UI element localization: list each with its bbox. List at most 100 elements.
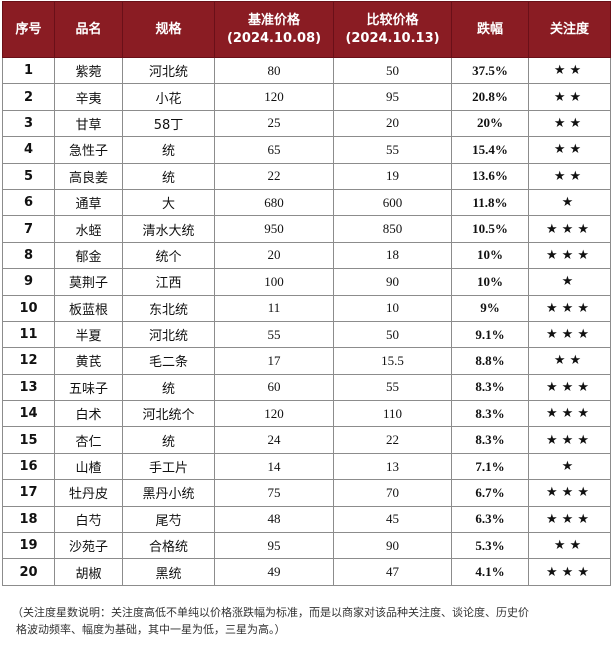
cell-drop: 11.8% xyxy=(451,188,529,217)
star-icon: ★ xyxy=(546,485,562,501)
cell-spec: 统 xyxy=(122,373,215,402)
star-icon: ★ xyxy=(561,485,578,501)
cell-compare-price: 90 xyxy=(333,532,452,560)
cell-no: 20 xyxy=(2,558,55,586)
cell-no: 1 xyxy=(2,56,55,85)
attention-note: （关注度星数说明：关注度高低不单纯以价格涨跌幅为标准，而是以商家对该品种关注度、… xyxy=(12,604,604,638)
cell-name: 半夏 xyxy=(54,320,123,349)
cell-base-price: 11 xyxy=(214,294,334,322)
star-icon: ★ xyxy=(553,89,570,105)
cell-attention: ★★★ xyxy=(528,320,611,349)
star-icon: ★ xyxy=(577,379,593,395)
note-line-2: 格波动频率、幅度为基础，其中一星为低，三星为高。） xyxy=(16,623,286,636)
cell-base-price: 80 xyxy=(214,56,334,85)
cell-drop: 8.8% xyxy=(451,347,529,375)
star-icon: ★ xyxy=(569,142,586,158)
cell-name: 板蓝根 xyxy=(54,294,123,322)
table-row: 8 郁金 统个 20 18 10% ★★★ xyxy=(2,241,611,270)
header-name: 品名 xyxy=(54,1,123,58)
cell-spec: 河北统 xyxy=(122,320,215,349)
cell-name: 白芍 xyxy=(54,505,123,534)
star-icon: ★ xyxy=(569,168,586,184)
cell-base-price: 60 xyxy=(214,373,334,402)
star-icon: ★ xyxy=(561,564,578,580)
cell-base-price: 120 xyxy=(214,400,334,428)
cell-no: 8 xyxy=(2,241,55,270)
cell-compare-price: 95 xyxy=(333,83,452,111)
cell-drop: 8.3% xyxy=(451,400,529,428)
cell-base-price: 680 xyxy=(214,188,334,217)
cell-name: 急性子 xyxy=(54,136,123,164)
cell-name: 沙苑子 xyxy=(54,532,123,560)
cell-drop: 10% xyxy=(451,241,529,270)
cell-compare-price: 15.5 xyxy=(333,347,452,375)
star-icon: ★ xyxy=(561,221,578,237)
cell-drop: 6.3% xyxy=(451,505,529,534)
star-icon: ★ xyxy=(561,511,578,527)
star-icon: ★ xyxy=(569,89,586,105)
cell-compare-price: 600 xyxy=(333,188,452,217)
cell-compare-price: 47 xyxy=(333,558,452,586)
star-icon: ★ xyxy=(577,406,593,422)
cell-compare-price: 10 xyxy=(333,294,452,322)
cell-name: 杏仁 xyxy=(54,426,123,454)
cell-spec: 东北统 xyxy=(122,294,215,322)
cell-drop: 9.1% xyxy=(451,320,529,349)
cell-base-price: 950 xyxy=(214,215,334,243)
star-icon: ★ xyxy=(553,538,570,554)
header-base-date: (2024.10.08) xyxy=(226,30,322,46)
star-icon: ★ xyxy=(553,168,570,184)
cell-base-price: 55 xyxy=(214,320,334,349)
star-icon: ★ xyxy=(561,379,578,395)
table-row: 9 莫荆子 江西 100 90 10% ★ xyxy=(2,268,611,296)
cell-name: 白术 xyxy=(54,400,123,428)
cell-drop: 7.1% xyxy=(451,452,529,481)
star-icon: ★ xyxy=(577,221,593,237)
star-icon: ★ xyxy=(546,511,562,527)
cell-name: 郁金 xyxy=(54,241,123,270)
cell-drop: 8.3% xyxy=(451,426,529,454)
cell-base-price: 14 xyxy=(214,452,334,481)
star-icon: ★ xyxy=(546,221,562,237)
cell-spec: 毛二条 xyxy=(122,347,215,375)
table-row: 3 甘草 58丁 25 20 20% ★★ xyxy=(2,109,611,138)
star-icon: ★ xyxy=(561,195,578,211)
table-row: 2 辛夷 小花 120 95 20.8% ★★ xyxy=(2,83,611,111)
cell-spec: 黑丹小统 xyxy=(122,479,215,507)
header-base-price-label: 基准价格 xyxy=(247,12,300,28)
cell-compare-price: 70 xyxy=(333,479,452,507)
cell-compare-price: 110 xyxy=(333,400,452,428)
header-no: 序号 xyxy=(2,1,55,58)
cell-attention: ★★ xyxy=(528,109,611,138)
star-icon: ★ xyxy=(561,300,578,316)
cell-drop: 9% xyxy=(451,294,529,322)
cell-name: 紫菀 xyxy=(54,56,123,85)
star-icon: ★ xyxy=(546,432,562,448)
star-icon: ★ xyxy=(577,485,593,501)
header-compare-date: (2024.10.13) xyxy=(345,30,440,46)
star-icon: ★ xyxy=(561,274,578,290)
cell-compare-price: 22 xyxy=(333,426,452,454)
cell-no: 15 xyxy=(2,426,55,454)
cell-spec: 统个 xyxy=(122,241,215,270)
cell-drop: 15.4% xyxy=(451,136,529,164)
table-row: 6 通草大 680 600 11.8% ★ xyxy=(2,188,611,217)
cell-attention: ★★★ xyxy=(528,505,611,534)
cell-base-price: 20 xyxy=(214,241,334,270)
header-compare-price: 比较价格 (2024.10.13) xyxy=(333,1,452,58)
table-row: 15 杏仁统 24 22 8.3% ★★★ xyxy=(2,426,611,454)
cell-no: 18 xyxy=(2,505,55,534)
cell-no: 2 xyxy=(2,83,55,111)
star-icon: ★ xyxy=(553,142,570,158)
cell-no: 4 xyxy=(2,136,55,164)
cell-compare-price: 55 xyxy=(333,373,452,402)
cell-spec: 河北统个 xyxy=(122,400,215,428)
cell-drop: 13.6% xyxy=(451,162,529,190)
cell-compare-price: 90 xyxy=(333,268,452,296)
cell-attention: ★★ xyxy=(528,532,611,560)
cell-compare-price: 45 xyxy=(333,505,452,534)
cell-attention: ★★★ xyxy=(528,241,611,270)
cell-attention: ★★ xyxy=(528,347,611,375)
cell-name: 五味子 xyxy=(54,373,123,402)
table-row: 12 黄芪 毛二条 17 15.5 8.8% ★★ xyxy=(2,347,611,375)
